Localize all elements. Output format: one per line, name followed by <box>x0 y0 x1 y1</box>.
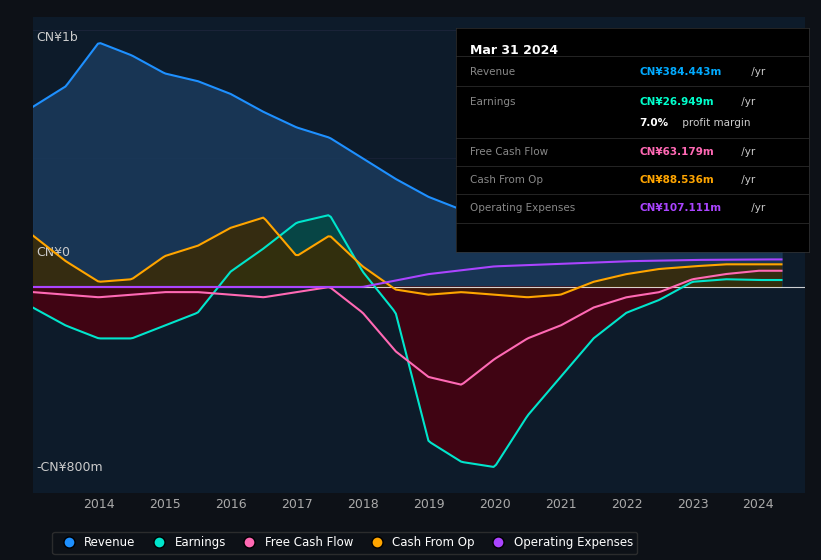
Text: /yr: /yr <box>748 67 765 77</box>
Text: CN¥384.443m: CN¥384.443m <box>640 67 722 77</box>
Text: /yr: /yr <box>738 175 755 185</box>
Text: /yr: /yr <box>748 203 765 213</box>
Text: CN¥63.179m: CN¥63.179m <box>640 147 714 157</box>
Text: CN¥0: CN¥0 <box>37 246 71 259</box>
Text: CN¥88.536m: CN¥88.536m <box>640 175 714 185</box>
Text: Revenue: Revenue <box>470 67 515 77</box>
Text: -CN¥800m: -CN¥800m <box>37 461 103 474</box>
Text: Operating Expenses: Operating Expenses <box>470 203 575 213</box>
Text: Mar 31 2024: Mar 31 2024 <box>470 44 558 57</box>
Text: CN¥26.949m: CN¥26.949m <box>640 97 713 107</box>
Legend: Revenue, Earnings, Free Cash Flow, Cash From Op, Operating Expenses: Revenue, Earnings, Free Cash Flow, Cash … <box>53 531 637 554</box>
Text: CN¥1b: CN¥1b <box>37 31 79 44</box>
Text: CN¥107.111m: CN¥107.111m <box>640 203 722 213</box>
Text: 7.0%: 7.0% <box>640 118 668 128</box>
Text: /yr: /yr <box>738 97 755 107</box>
Text: Cash From Op: Cash From Op <box>470 175 543 185</box>
Text: profit margin: profit margin <box>679 118 750 128</box>
Text: /yr: /yr <box>738 147 755 157</box>
Text: Earnings: Earnings <box>470 97 516 107</box>
Text: Free Cash Flow: Free Cash Flow <box>470 147 548 157</box>
